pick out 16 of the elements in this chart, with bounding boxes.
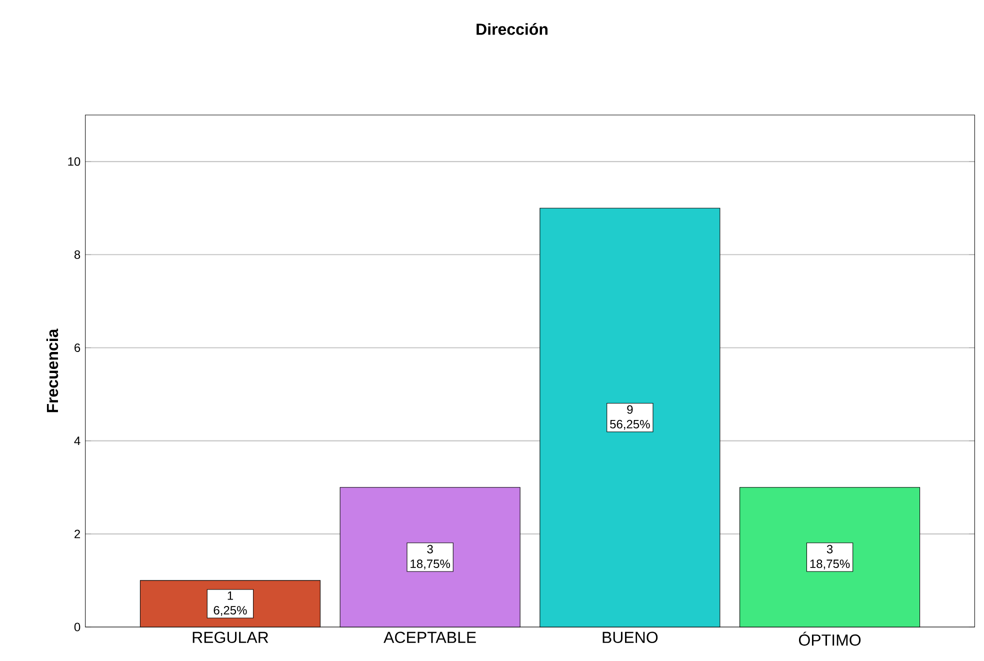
data-label: 1 6,25% bbox=[214, 591, 247, 616]
x-tick-label: BUENO bbox=[602, 632, 658, 644]
data-label: 9 56,25% bbox=[610, 405, 650, 430]
y-tick-label: 6 bbox=[74, 343, 80, 352]
chart-title: Dirección bbox=[476, 23, 548, 35]
x-tick-label: ÓPTIMO bbox=[798, 632, 861, 646]
y-tick-label: 8 bbox=[74, 250, 80, 259]
y-tick-label: 2 bbox=[74, 530, 80, 538]
y-tick-label: 10 bbox=[68, 157, 80, 166]
x-tick-label: REGULAR bbox=[192, 632, 268, 644]
data-label: 3 18,75% bbox=[410, 544, 450, 570]
data-label: 3 18,75% bbox=[810, 544, 850, 570]
x-tick-label: ACEPTABLE bbox=[384, 632, 476, 644]
y-tick-label: 4 bbox=[74, 436, 80, 445]
y-axis-title: Frecuencia bbox=[46, 328, 58, 412]
y-tick-label: 0 bbox=[74, 622, 80, 632]
